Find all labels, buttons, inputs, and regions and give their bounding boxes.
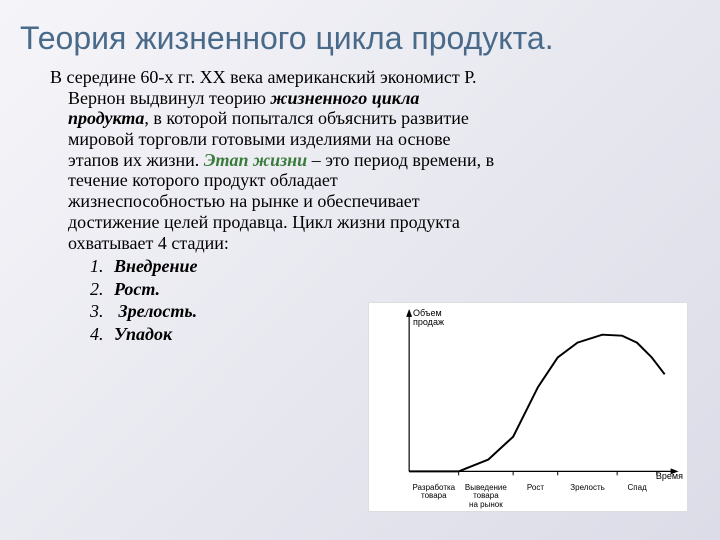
list-item: 2.Рост. — [90, 278, 680, 301]
para-line-5c: – это период времени, в — [307, 150, 494, 170]
stage-label: Рост — [513, 484, 558, 509]
para-line-2a: Вернон выдвинул теорию — [68, 88, 270, 108]
para-line-7: жизнеспособностью на рынке и обеспечивае… — [68, 191, 680, 212]
list-num: 3. — [90, 300, 114, 323]
list-num: 4. — [90, 323, 114, 346]
list-text: Рост. — [114, 279, 160, 299]
para-line-3b: , в которой попытался объяснить развитие — [144, 108, 469, 128]
para-line-4: мировой торговли готовыми изделиями на о… — [68, 129, 680, 150]
lifecycle-chart: Объемпродаж Время РазработкатовараВыведе… — [368, 302, 688, 512]
term-product: продукта — [68, 108, 144, 128]
stage-label: Спад — [617, 484, 657, 509]
x-axis-label: Время — [656, 471, 683, 481]
list-text: Внедрение — [114, 256, 197, 276]
paragraph: В середине 60-х гг. ХХ века американский… — [50, 67, 680, 253]
list-num: 2. — [90, 278, 114, 301]
list-num: 1. — [90, 255, 114, 278]
para-line-1: В середине 60-х гг. ХХ века американский… — [50, 67, 477, 87]
para-line-8: достижение целей продавца. Цикл жизни пр… — [68, 212, 680, 233]
list-text: Упадок — [114, 324, 172, 344]
stage-label: Выведениетоварана рынок — [459, 484, 514, 509]
stage-label: Зрелость — [558, 484, 618, 509]
list-item: 1.Внедрение — [90, 255, 680, 278]
para-line-6: течение которого продукт обладает — [68, 170, 680, 191]
term-life-stage: Этап жизни — [204, 150, 307, 170]
para-line-9: охватывает 4 стадии: — [68, 233, 680, 254]
chart-svg — [369, 303, 687, 511]
list-text: Зрелость. — [114, 301, 197, 321]
stage-label: Разработкатовара — [409, 484, 459, 509]
page-title: Теория жизненного цикла продукта. — [0, 0, 720, 67]
para-line-5a: этапов их жизни. — [68, 150, 204, 170]
y-axis-label: Объемпродаж — [413, 309, 444, 328]
term-lifecycle: жизненного цикла — [270, 88, 419, 108]
stage-labels: РазработкатовараВыведениетоварана рынокР… — [409, 484, 657, 509]
